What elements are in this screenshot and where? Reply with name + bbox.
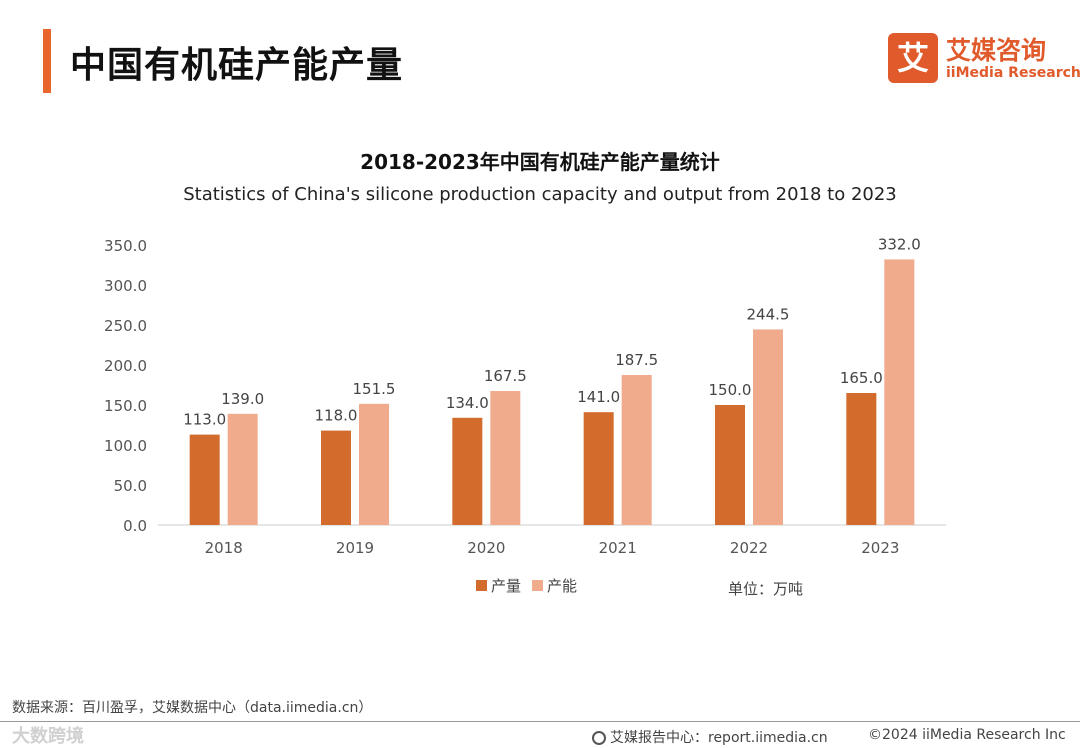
data-label: 332.0: [878, 235, 921, 253]
x-tick-label: 2019: [336, 539, 374, 557]
logo-en-text: iiMedia Research: [946, 65, 1080, 81]
data-label: 141.0: [577, 388, 620, 406]
bar-output: [189, 434, 220, 525]
y-tick-label: 50.0: [114, 477, 147, 495]
copyright: ©2024 iiMedia Research Inc: [868, 727, 1066, 743]
logo-cn-text: 艾媒咨询: [946, 36, 1047, 65]
bar-capacity: [490, 391, 521, 525]
data-label: 118.0: [315, 407, 358, 425]
y-tick-label: 300.0: [104, 277, 147, 295]
legend-swatch: [532, 580, 543, 591]
bar-capacity: [621, 375, 652, 525]
title-accent-bar: [43, 29, 51, 93]
bar-output: [846, 393, 877, 525]
bar-output: [452, 417, 483, 525]
bar-capacity: [359, 403, 389, 525]
report-link[interactable]: 艾媒报告中心：report.iimedia.cn: [592, 727, 828, 747]
unit-label: 单位：万吨: [728, 580, 804, 598]
data-label: 134.0: [446, 394, 489, 412]
data-label: 113.0: [183, 411, 226, 429]
bar-output: [321, 430, 351, 525]
bar-capacity: [753, 329, 783, 525]
globe-icon: [592, 731, 606, 745]
report-link-text: 艾媒报告中心：report.iimedia.cn: [610, 730, 828, 746]
data-label: 187.5: [615, 351, 658, 369]
y-tick-label: 200.0: [104, 357, 147, 375]
bar-capacity: [884, 259, 915, 525]
bar-output: [583, 412, 614, 525]
data-source: 数据来源：百川盈孚，艾媒数据中心（data.iimedia.cn）: [12, 700, 373, 716]
iimedia-logo[interactable]: 艾 艾媒咨询 iiMedia Research: [888, 33, 1080, 87]
y-tick-label: 250.0: [104, 317, 147, 335]
y-tick-label: 350.0: [104, 237, 147, 255]
bar-output: [715, 405, 745, 525]
bar-capacity: [227, 413, 258, 525]
page-title: 中国有机硅产能产量: [70, 45, 404, 86]
x-tick-label: 2022: [730, 539, 768, 557]
x-tick-label: 2018: [205, 539, 243, 557]
data-label: 165.0: [840, 369, 883, 387]
footer-divider: [0, 721, 1080, 722]
x-tick-label: 2021: [599, 539, 637, 557]
watermark: 大数跨境: [12, 726, 84, 747]
legend-label: 产能: [547, 577, 577, 595]
legend-swatch: [476, 580, 487, 591]
y-tick-label: 0.0: [123, 517, 147, 535]
data-label: 150.0: [709, 381, 752, 399]
x-tick-label: 2020: [467, 539, 505, 557]
data-label: 151.5: [353, 380, 396, 398]
chart-subtitle: Statistics of China's silicone productio…: [183, 184, 897, 205]
y-tick-label: 100.0: [104, 437, 147, 455]
chart-title: 2018-2023年中国有机硅产能产量统计: [360, 150, 720, 174]
data-label: 244.5: [747, 305, 790, 323]
y-tick-label: 150.0: [104, 397, 147, 415]
legend-label: 产量: [491, 577, 521, 595]
data-label: 139.0: [221, 390, 264, 408]
data-label: 167.5: [484, 367, 527, 385]
logo-mark: 艾: [888, 33, 938, 83]
x-tick-label: 2023: [861, 539, 899, 557]
